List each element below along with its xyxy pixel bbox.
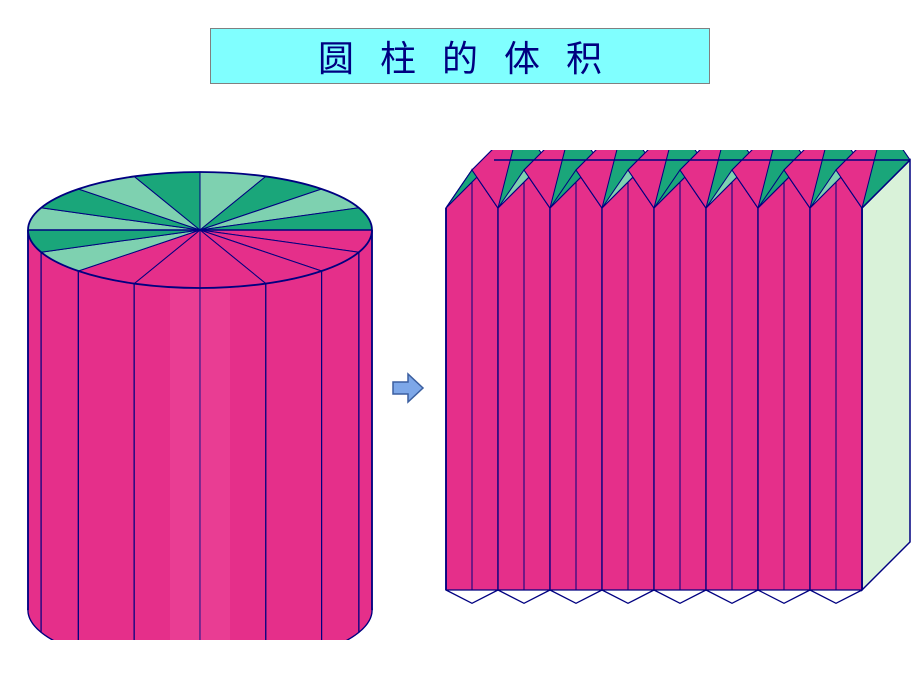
page-title: 圆柱的体积 [292,30,628,82]
title-box: 圆柱的体积 [210,28,710,84]
prism-diagram [440,150,920,620]
cylinder-diagram [22,150,377,640]
arrow-icon [390,370,426,406]
